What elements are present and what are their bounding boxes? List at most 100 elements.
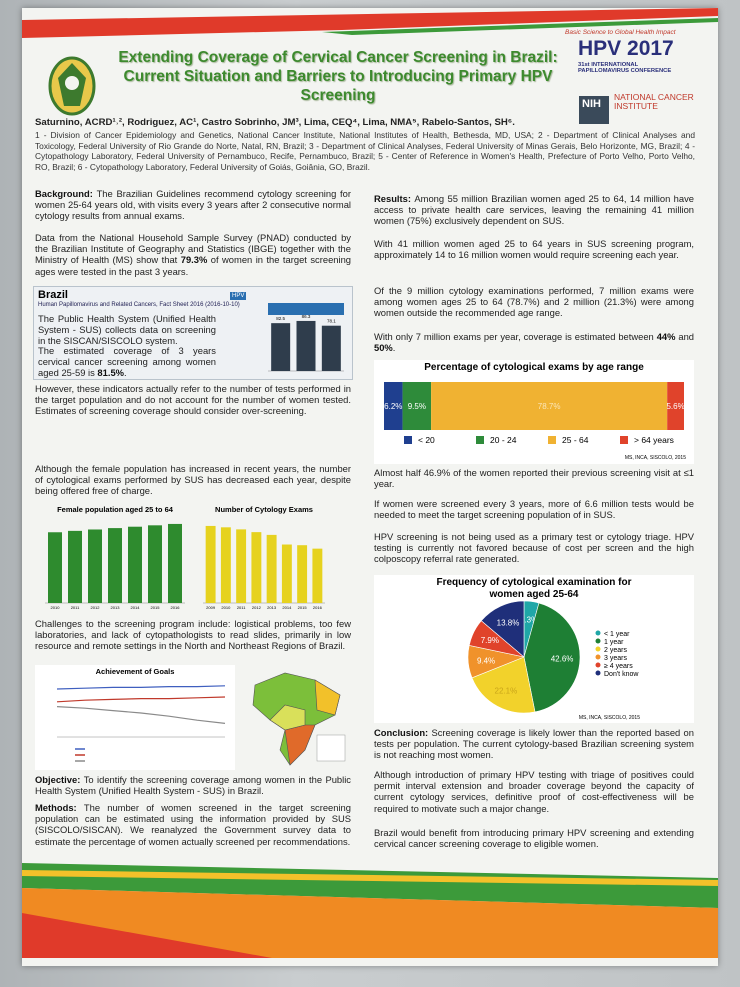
value-label: 6.2%: [384, 402, 402, 411]
authors: Saturnino, ACRD¹˒², Rodriguez, AC¹, Cast…: [35, 117, 515, 128]
x-tick-label: 2016: [313, 605, 323, 610]
bar: [266, 534, 277, 603]
bar: [148, 525, 162, 603]
text-run: .: [124, 367, 127, 379]
poster-title: Extending Coverage of Cervical Cancer Sc…: [118, 49, 558, 104]
value-label: 78.1: [327, 319, 336, 324]
text-run: Results:: [374, 193, 415, 204]
paragraph: Background: The Brazilian Guidelines rec…: [35, 188, 351, 222]
top-band-red: [22, 8, 718, 38]
bar: [108, 528, 122, 603]
university-logo: [48, 56, 96, 116]
line-series: [56, 706, 226, 724]
text-run: HPV screening is not being used as a pri…: [374, 531, 694, 565]
nci-logo: NATIONAL CANCER INSTITUTE: [614, 92, 694, 111]
text-run: To identify the screening coverage among…: [35, 774, 351, 797]
x-tick-label: 2013: [267, 605, 277, 610]
bar: [88, 529, 102, 603]
bar: [296, 320, 316, 371]
legend-label: > 64 years: [634, 435, 674, 445]
bar: [236, 529, 247, 603]
x-tick-label: 2013: [111, 605, 121, 610]
bar-segment: [667, 382, 684, 430]
value-label: 13.8%: [497, 618, 520, 627]
text-run: The estimated coverage of 3 years cervic…: [38, 345, 216, 379]
value-label: 7.9%: [481, 636, 499, 645]
paragraph: Challenges to the screening program incl…: [35, 618, 351, 652]
paragraph: Conclusion: Screening coverage is likely…: [374, 727, 694, 761]
legend-label: Don't know: [604, 671, 639, 678]
x-tick-label: 2010: [51, 605, 61, 610]
text-run: and: [675, 331, 695, 342]
x-tick-label: 2010: [221, 605, 231, 610]
text-run: 79.3%: [180, 254, 208, 266]
pie-slice: [523, 602, 581, 713]
text-run: .: [392, 342, 396, 354]
nih-badge: [579, 96, 609, 124]
conference-tagline: Basic Science to Global Health Impact: [565, 29, 676, 36]
chart-background: [35, 665, 235, 770]
text-run: Almost half 46.9% of the women reported …: [374, 467, 694, 490]
text-run: However, these indicators actually refer…: [35, 383, 351, 417]
bar: [297, 545, 308, 603]
paragraph: With 41 million women aged 25 to 64 year…: [374, 238, 694, 260]
legend-swatch: [595, 638, 601, 644]
text-run: Conclusion:: [374, 727, 432, 738]
legend-label: ≥ 4 years: [604, 663, 633, 670]
fact-box-title: Brazil: [38, 289, 68, 301]
bottom-band-yellow: [22, 870, 718, 886]
paragraph: HPV screening is not being used as a pri…: [374, 531, 694, 565]
conference-name: 31st INTERNATIONAL PAPILLOMAVIRUS CONFER…: [578, 62, 672, 74]
paragraph: However, these indicators actually refer…: [35, 383, 351, 417]
text-run: Challenges to the screening program incl…: [35, 618, 351, 652]
map-legend: [316, 734, 346, 762]
poster-decoration: [22, 8, 718, 958]
value-label: 9.4%: [477, 656, 495, 665]
map-region: [284, 724, 316, 766]
line-series: [56, 685, 226, 690]
fact-box-source: Human Papillomavirus and Related Cancers…: [38, 302, 240, 308]
brazil-map: [252, 672, 346, 766]
nih-logo: NIH: [582, 98, 601, 110]
paragraph: Methods: The number of women screened in…: [35, 802, 351, 847]
text-run: 44%: [656, 331, 676, 342]
x-tick-label: 2011: [71, 605, 80, 610]
text-run: 50%: [374, 342, 393, 354]
bar: [251, 532, 262, 603]
value-label: 78.7%: [538, 402, 561, 411]
text-run: Brazil would benefit from introducing pr…: [374, 827, 694, 850]
legend-label: 1 year: [604, 639, 624, 646]
paragraph: Of the 9 million cytology examinations p…: [374, 285, 694, 319]
text-run: of women in the target screening ages we…: [35, 254, 352, 277]
paragraph: Results: Among 55 million Brazilian wome…: [374, 193, 694, 227]
x-tick-label: 2015: [151, 605, 161, 610]
value-label: 82.5: [276, 316, 285, 321]
text-run: The number of women screened in the targ…: [35, 802, 351, 847]
paragraph: Brazil would benefit from introducing pr…: [374, 827, 694, 849]
bar-segment: [384, 382, 403, 430]
x-tick-label: 2011: [237, 605, 246, 610]
affiliations: 1 - Division of Cancer Epidemiology and …: [35, 130, 695, 172]
legend-swatch: [595, 670, 601, 676]
paragraph: Almost half 46.9% of the women reported …: [374, 467, 694, 489]
top-band-green: [322, 18, 718, 35]
chart-title: Percentage of cytological exams by age r…: [424, 362, 644, 373]
text-run: Among 55 million Brazilian women aged 25…: [374, 193, 694, 227]
bar: [48, 532, 62, 603]
chart-source: MS, INCA, SISCOLO, 2015: [625, 455, 686, 461]
text-run: With 41 million women aged 25 to 64 year…: [374, 238, 694, 261]
date: (2016-10-10): [205, 302, 240, 308]
chart-title: Achievement of Goals: [96, 667, 175, 676]
legend-swatch: [595, 662, 601, 668]
text-run: Although the female population has incre…: [35, 463, 351, 497]
chart-title: Frequency of cytological examination for: [436, 577, 631, 588]
pie-slice: [471, 656, 536, 714]
pie-slice: [480, 600, 525, 658]
chart-source: MS, INCA, SISCOLO, 2015: [579, 715, 640, 721]
bottom-band-orange: [22, 888, 718, 958]
paragraph: Although introduction of primary HPV tes…: [374, 769, 694, 814]
legend-label: 25 - 64: [562, 435, 589, 445]
bar: [205, 525, 216, 603]
line-series: [56, 696, 226, 703]
